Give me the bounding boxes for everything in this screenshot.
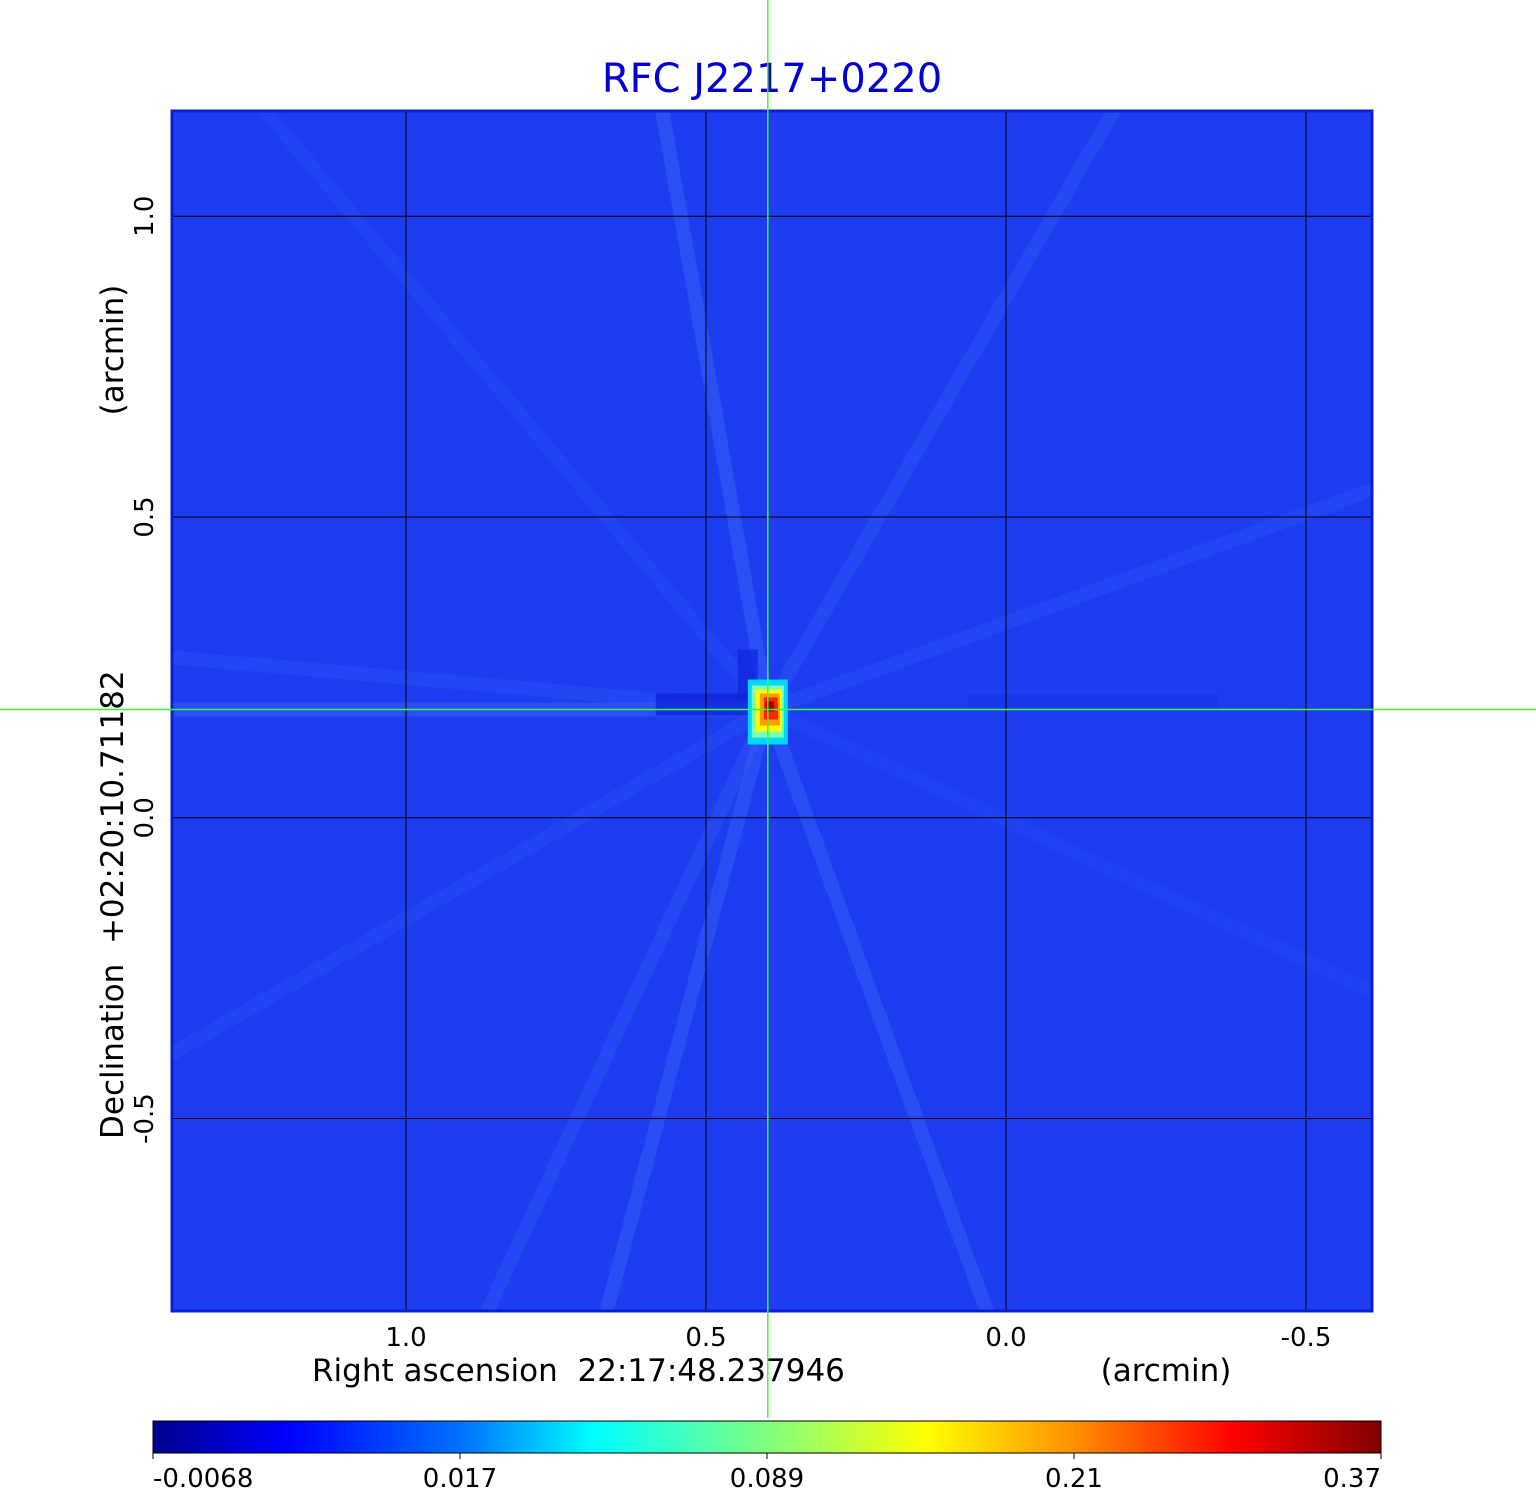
- y-tick-label: 0.0: [130, 797, 160, 838]
- image-streak: [172, 650, 769, 717]
- colorbar-tick-labels: -0.0068 0.017 0.089 0.21 0.37: [152, 1453, 1382, 1494]
- source-pixel: [765, 701, 774, 712]
- colorbar-tick-label: 0.37: [1323, 1464, 1381, 1494]
- y-axis-label: Declination +02:20:10.71182: [95, 670, 131, 1139]
- x-axis-label: Right ascension 22:17:48.237946: [312, 1353, 845, 1389]
- image-streak: [764, 703, 1372, 999]
- image-streak: [761, 111, 1122, 713]
- image-streak: [479, 706, 775, 1311]
- negative-sidelobe: [655, 693, 751, 716]
- x-axis-units: (arcmin): [1101, 1353, 1232, 1389]
- y-tick-label: 0.5: [130, 496, 160, 537]
- image-streak: [599, 707, 775, 1311]
- x-tick-labels: 1.0 0.5 0.0 -0.5: [385, 1323, 1331, 1353]
- colorbar-tick-label: 0.089: [730, 1464, 804, 1494]
- chart-title: RFC J2217+0220: [602, 56, 942, 102]
- image-streak: [765, 482, 1372, 717]
- colorbar-tick-label: 0.21: [1045, 1464, 1103, 1494]
- x-tick-label: 1.0: [385, 1323, 426, 1353]
- y-axis-units: (arcmin): [95, 285, 131, 416]
- plot-frame: [170, 109, 1374, 1313]
- grid-lines: [172, 111, 1372, 1311]
- x-tick-label: 0.0: [985, 1323, 1026, 1353]
- image-streak: [655, 111, 775, 711]
- image-streak: [256, 111, 774, 714]
- colorbar-tick-label: 0.017: [423, 1464, 497, 1494]
- image-streak: [761, 707, 995, 1311]
- x-tick-label: 0.5: [685, 1323, 726, 1353]
- crosshair: [0, 0, 1536, 1418]
- colorbar-gradient: [152, 1420, 1382, 1454]
- image-streak: [172, 703, 772, 1062]
- negative-sidelobe: [967, 693, 1218, 708]
- colorbar-tick-label: -0.0068: [153, 1464, 253, 1494]
- x-tick-label: -0.5: [1281, 1323, 1332, 1353]
- y-tick-label: 1.0: [130, 196, 160, 237]
- y-tick-labels: 1.0 0.5 0.0 -0.5: [130, 196, 160, 1144]
- colorbar: -0.0068 0.017 0.089 0.21 0.37: [152, 1420, 1382, 1494]
- y-tick-label: -0.5: [130, 1093, 160, 1144]
